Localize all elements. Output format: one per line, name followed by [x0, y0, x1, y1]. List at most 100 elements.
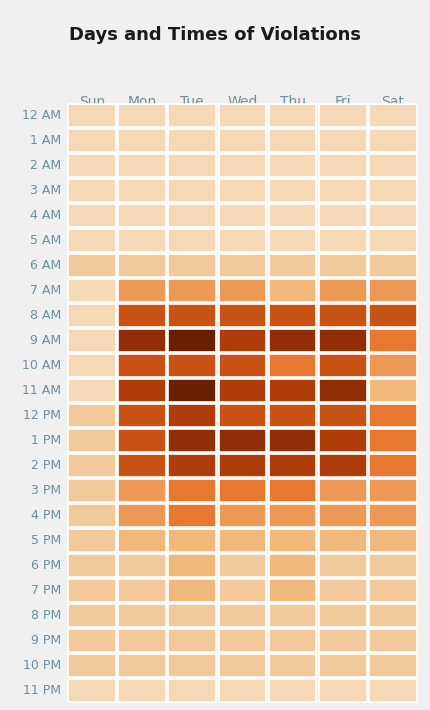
Text: 3 AM: 3 AM: [30, 184, 61, 197]
FancyBboxPatch shape: [168, 555, 215, 577]
FancyBboxPatch shape: [68, 129, 116, 151]
FancyBboxPatch shape: [168, 229, 215, 251]
FancyBboxPatch shape: [318, 579, 366, 601]
FancyBboxPatch shape: [318, 479, 366, 501]
FancyBboxPatch shape: [218, 404, 266, 427]
FancyBboxPatch shape: [318, 404, 366, 427]
FancyBboxPatch shape: [68, 279, 116, 302]
FancyBboxPatch shape: [368, 229, 416, 251]
Text: 2 AM: 2 AM: [30, 159, 61, 172]
Text: Days and Times of Violations: Days and Times of Violations: [69, 26, 361, 44]
Text: 11 PM: 11 PM: [23, 684, 61, 697]
FancyBboxPatch shape: [268, 354, 316, 376]
Text: 7 AM: 7 AM: [30, 284, 61, 297]
FancyBboxPatch shape: [368, 679, 416, 701]
FancyBboxPatch shape: [68, 204, 116, 226]
FancyBboxPatch shape: [218, 154, 266, 177]
FancyBboxPatch shape: [218, 254, 266, 277]
FancyBboxPatch shape: [368, 504, 416, 527]
FancyBboxPatch shape: [368, 104, 416, 126]
FancyBboxPatch shape: [118, 154, 166, 177]
Text: 5 AM: 5 AM: [30, 234, 61, 247]
FancyBboxPatch shape: [118, 604, 166, 626]
Text: 12 PM: 12 PM: [23, 409, 61, 422]
FancyBboxPatch shape: [268, 404, 316, 427]
FancyBboxPatch shape: [268, 254, 316, 277]
Text: 1 PM: 1 PM: [31, 434, 61, 447]
FancyBboxPatch shape: [118, 655, 166, 677]
FancyBboxPatch shape: [118, 229, 166, 251]
FancyBboxPatch shape: [268, 555, 316, 577]
FancyBboxPatch shape: [118, 629, 166, 652]
FancyBboxPatch shape: [68, 104, 116, 126]
FancyBboxPatch shape: [68, 454, 116, 476]
FancyBboxPatch shape: [318, 279, 366, 302]
FancyBboxPatch shape: [68, 629, 116, 652]
FancyBboxPatch shape: [218, 579, 266, 601]
FancyBboxPatch shape: [118, 579, 166, 601]
FancyBboxPatch shape: [368, 354, 416, 376]
Text: 1 AM: 1 AM: [30, 134, 61, 147]
Text: 4 PM: 4 PM: [31, 509, 61, 522]
FancyBboxPatch shape: [68, 305, 116, 327]
Text: 9 AM: 9 AM: [30, 334, 61, 347]
FancyBboxPatch shape: [218, 679, 266, 701]
FancyBboxPatch shape: [368, 129, 416, 151]
FancyBboxPatch shape: [68, 254, 116, 277]
FancyBboxPatch shape: [318, 504, 366, 527]
FancyBboxPatch shape: [318, 430, 366, 452]
FancyBboxPatch shape: [318, 629, 366, 652]
Text: 10 AM: 10 AM: [22, 359, 61, 372]
FancyBboxPatch shape: [268, 454, 316, 476]
FancyBboxPatch shape: [218, 229, 266, 251]
FancyBboxPatch shape: [268, 180, 316, 202]
FancyBboxPatch shape: [168, 679, 215, 701]
FancyBboxPatch shape: [318, 129, 366, 151]
FancyBboxPatch shape: [168, 104, 215, 126]
FancyBboxPatch shape: [218, 454, 266, 476]
FancyBboxPatch shape: [68, 229, 116, 251]
FancyBboxPatch shape: [168, 254, 215, 277]
FancyBboxPatch shape: [68, 679, 116, 701]
FancyBboxPatch shape: [218, 655, 266, 677]
FancyBboxPatch shape: [218, 604, 266, 626]
FancyBboxPatch shape: [268, 504, 316, 527]
FancyBboxPatch shape: [218, 504, 266, 527]
FancyBboxPatch shape: [218, 430, 266, 452]
Text: 5 PM: 5 PM: [31, 534, 61, 547]
FancyBboxPatch shape: [268, 529, 316, 552]
FancyBboxPatch shape: [268, 655, 316, 677]
FancyBboxPatch shape: [118, 180, 166, 202]
FancyBboxPatch shape: [68, 579, 116, 601]
FancyBboxPatch shape: [168, 655, 215, 677]
FancyBboxPatch shape: [168, 305, 215, 327]
FancyBboxPatch shape: [68, 154, 116, 177]
FancyBboxPatch shape: [68, 404, 116, 427]
FancyBboxPatch shape: [268, 379, 316, 402]
FancyBboxPatch shape: [368, 180, 416, 202]
FancyBboxPatch shape: [168, 579, 215, 601]
FancyBboxPatch shape: [68, 604, 116, 626]
FancyBboxPatch shape: [368, 279, 416, 302]
FancyBboxPatch shape: [168, 180, 215, 202]
FancyBboxPatch shape: [368, 454, 416, 476]
FancyBboxPatch shape: [218, 180, 266, 202]
FancyBboxPatch shape: [168, 454, 215, 476]
FancyBboxPatch shape: [168, 479, 215, 501]
Text: 9 PM: 9 PM: [31, 634, 61, 647]
FancyBboxPatch shape: [318, 104, 366, 126]
FancyBboxPatch shape: [68, 479, 116, 501]
FancyBboxPatch shape: [318, 305, 366, 327]
FancyBboxPatch shape: [168, 404, 215, 427]
Text: Wed: Wed: [227, 95, 257, 109]
FancyBboxPatch shape: [218, 629, 266, 652]
FancyBboxPatch shape: [318, 254, 366, 277]
FancyBboxPatch shape: [318, 529, 366, 552]
FancyBboxPatch shape: [118, 679, 166, 701]
Text: 7 PM: 7 PM: [31, 584, 61, 597]
FancyBboxPatch shape: [268, 579, 316, 601]
FancyBboxPatch shape: [218, 129, 266, 151]
FancyBboxPatch shape: [368, 204, 416, 226]
Text: 6 PM: 6 PM: [31, 559, 61, 572]
FancyBboxPatch shape: [268, 279, 316, 302]
